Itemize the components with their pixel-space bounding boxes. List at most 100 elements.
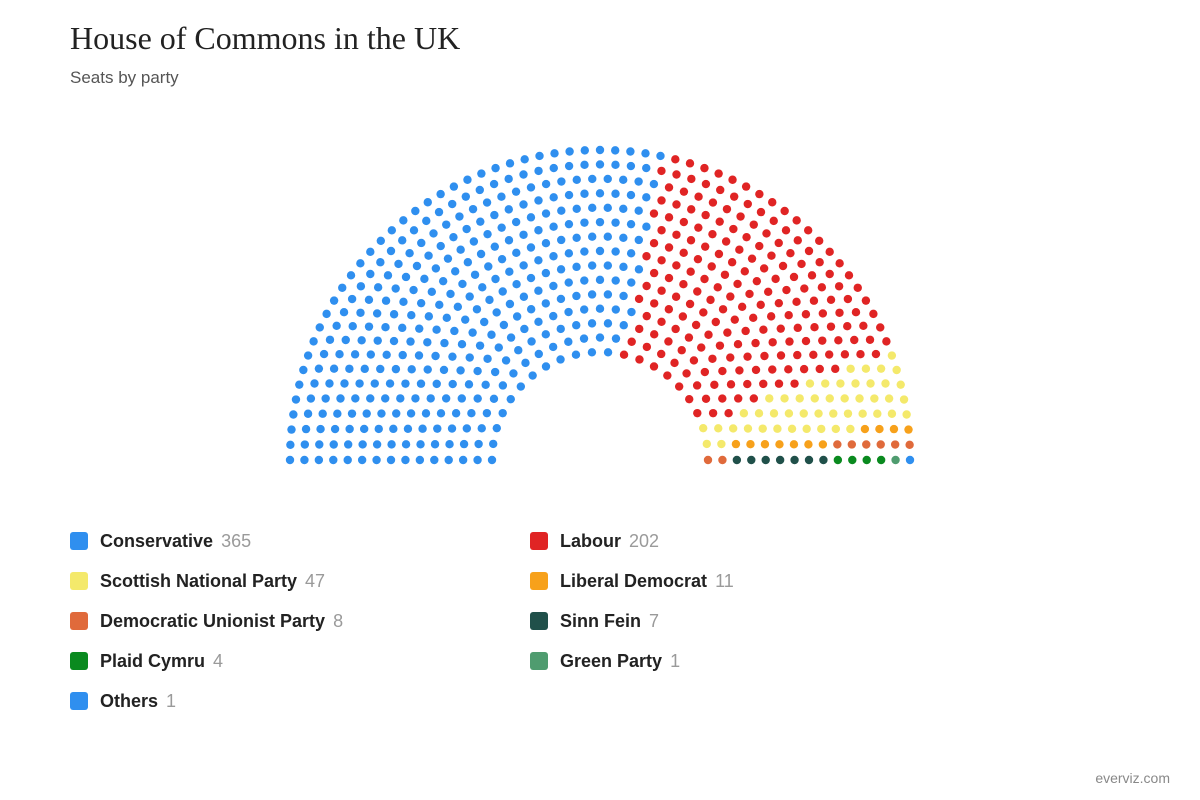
seat-dot	[704, 331, 712, 339]
seat-dot	[360, 425, 368, 433]
seat-dot	[445, 440, 453, 448]
seat-dot	[376, 365, 384, 373]
seat-dot	[304, 351, 312, 359]
seat-dot	[500, 321, 508, 329]
seat-dot	[627, 338, 635, 346]
seat-dot	[409, 286, 417, 294]
seat-dot	[765, 394, 773, 402]
seat-dot	[528, 371, 536, 379]
legend-item[interactable]: Democratic Unionist Party8	[70, 610, 490, 632]
seat-dot	[588, 175, 596, 183]
seat-dot	[643, 343, 651, 351]
seat-dot	[697, 343, 705, 351]
seat-dot	[802, 337, 810, 345]
seat-dot	[814, 409, 822, 417]
seat-dot	[635, 295, 643, 303]
seat-dot	[800, 365, 808, 373]
seat-dot	[760, 264, 768, 272]
seat-dot	[469, 205, 477, 213]
seat-dot	[534, 226, 542, 234]
seat-dot	[461, 315, 469, 323]
seat-dot	[487, 331, 495, 339]
seat-dot	[706, 296, 714, 304]
legend-item[interactable]: Sinn Fein7	[530, 610, 950, 632]
seat-dot	[869, 310, 877, 318]
seat-dot	[307, 394, 315, 402]
seat-dot	[773, 425, 781, 433]
legend-item[interactable]: Green Party1	[530, 650, 950, 672]
seat-dot	[650, 269, 658, 277]
seat-dot	[534, 167, 542, 175]
seat-dot	[478, 424, 486, 432]
seat-dot	[804, 226, 812, 234]
seat-dot	[418, 425, 426, 433]
seat-dot	[427, 394, 435, 402]
seat-dot	[542, 239, 550, 247]
seat-dot	[520, 155, 528, 163]
seat-dot	[491, 275, 499, 283]
legend-value: 202	[629, 530, 659, 552]
seat-dot	[785, 311, 793, 319]
chart-container: House of Commons in the UK Seats by part…	[0, 0, 1200, 800]
seat-dot	[366, 394, 374, 402]
seat-dot	[476, 341, 484, 349]
seat-dot	[462, 192, 470, 200]
seat-dot	[768, 338, 776, 346]
legend-value: 8	[333, 610, 343, 632]
seat-dot	[411, 207, 419, 215]
seat-dot	[349, 322, 357, 330]
seat-dot	[693, 287, 701, 295]
seat-dot	[432, 325, 440, 333]
seat-dot	[794, 324, 802, 332]
seat-dot	[287, 425, 295, 433]
seat-dot	[565, 191, 573, 199]
seat-dot	[390, 337, 398, 345]
seat-dot	[851, 379, 859, 387]
legend-item[interactable]: Labour202	[530, 530, 950, 552]
seat-dot	[729, 424, 737, 432]
seat-dot	[572, 234, 580, 242]
seat-dot	[686, 159, 694, 167]
seat-dot	[755, 409, 763, 417]
seat-dot	[483, 198, 491, 206]
seat-dot	[665, 274, 673, 282]
seat-dot	[709, 409, 717, 417]
seat-dot	[401, 456, 409, 464]
seat-dot	[734, 394, 742, 402]
legend: Conservative365 Labour202 Scottish Nationa…	[70, 530, 970, 712]
seat-dot	[686, 268, 694, 276]
seat-dot	[527, 213, 535, 221]
seat-dot	[904, 425, 912, 433]
legend-item[interactable]: Others1	[70, 690, 490, 712]
seat-dot	[835, 309, 843, 317]
seat-dot	[810, 323, 818, 331]
legend-item[interactable]: Conservative365	[70, 530, 490, 552]
seat-dot	[519, 200, 527, 208]
seat-dot	[900, 395, 908, 403]
seat-dot	[407, 409, 415, 417]
seat-dot	[850, 336, 858, 344]
seat-dot	[361, 365, 369, 373]
seat-dot	[363, 409, 371, 417]
seat-dot	[818, 336, 826, 344]
seat-dot	[325, 379, 333, 387]
seat-dot	[619, 176, 627, 184]
seat-dot	[856, 350, 864, 358]
seat-dot	[642, 164, 650, 172]
seat-dot	[549, 312, 557, 320]
legend-item[interactable]: Plaid Cymru4	[70, 650, 490, 672]
seat-dot	[491, 164, 499, 172]
seat-dot	[588, 204, 596, 212]
seat-dot	[302, 425, 310, 433]
seat-dot	[680, 218, 688, 226]
legend-item[interactable]: Scottish National Party47	[70, 570, 490, 592]
seat-dot	[392, 409, 400, 417]
seat-dot	[718, 394, 726, 402]
seat-dot	[509, 369, 517, 377]
legend-item[interactable]: Liberal Democrat11	[530, 570, 950, 592]
seat-dot	[520, 325, 528, 333]
seat-dot	[286, 456, 294, 464]
seat-dot	[855, 394, 863, 402]
legend-name: Green Party	[560, 650, 662, 672]
seat-dot	[788, 425, 796, 433]
